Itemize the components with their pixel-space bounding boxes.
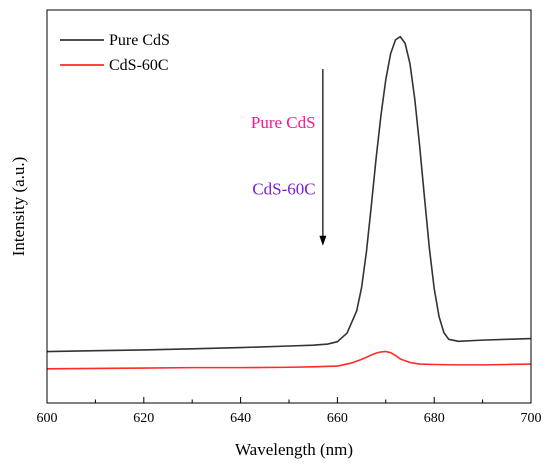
x-tick-label: 620 — [133, 411, 154, 426]
annotation-cds-60c: CdS-60C — [252, 180, 315, 199]
series-line-pure-cds — [47, 35, 531, 353]
x-tick-label: 700 — [521, 411, 542, 426]
annotations: Pure CdS CdS-60C — [251, 68, 327, 246]
x-tick-label: 660 — [327, 411, 348, 426]
y-axis-title: Intensity (a.u.) — [9, 157, 28, 257]
legend-label-pure-cds: Pure CdS — [109, 32, 170, 49]
x-tick-label: 600 — [37, 411, 58, 426]
x-tick-label: 640 — [230, 411, 251, 426]
annotation-pure-cds: Pure CdS — [251, 113, 316, 132]
x-tick-label: 680 — [424, 411, 445, 426]
plot-area — [47, 35, 531, 370]
arrow-head — [319, 235, 327, 246]
x-axis-title: Wavelength (nm) — [235, 440, 353, 459]
series-line-cds-60c — [47, 350, 531, 370]
legend-label-cds-60c: CdS-60C — [109, 57, 169, 74]
legend: Pure CdS CdS-60C — [60, 32, 170, 74]
axes: 600 620 640 660 680 700 Wavelength (nm) Intensi… — [9, 9, 542, 459]
